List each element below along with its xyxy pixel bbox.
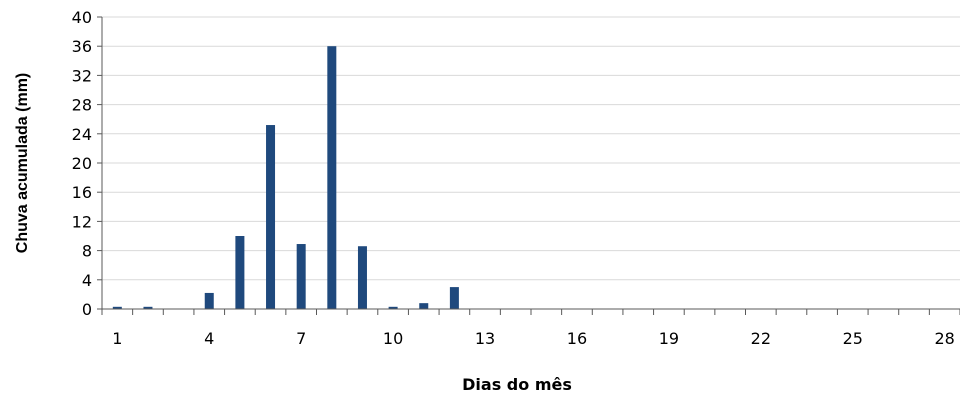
bar bbox=[143, 306, 153, 309]
y-axis-title: Chuva acumulada (mm) bbox=[14, 73, 31, 253]
bar bbox=[388, 306, 398, 309]
y-tick-label: 12 bbox=[72, 212, 92, 231]
bar bbox=[327, 46, 337, 309]
bar bbox=[419, 303, 429, 309]
x-tick-label: 1 bbox=[112, 329, 122, 348]
x-tick-label: 19 bbox=[659, 329, 679, 348]
y-tick-label: 16 bbox=[72, 183, 92, 202]
ticks-group: 0 4 8 12 16 20 24 28 32 36 40 1 4 7 10 13 16 19 22 25 28 bbox=[72, 8, 960, 348]
y-tick-label: 24 bbox=[72, 125, 92, 144]
y-tick-label: 20 bbox=[72, 154, 92, 173]
y-tick-label: 36 bbox=[72, 37, 92, 56]
bar bbox=[235, 236, 245, 309]
bar bbox=[449, 287, 459, 309]
x-tick-label: 22 bbox=[751, 329, 771, 348]
y-tick-label: 4 bbox=[82, 271, 92, 290]
x-tick-label: 4 bbox=[204, 329, 214, 348]
x-axis-title: Dias do mês bbox=[462, 375, 572, 393]
x-tick-label: 25 bbox=[843, 329, 863, 348]
x-tick-label: 28 bbox=[934, 329, 954, 348]
bar bbox=[357, 246, 367, 309]
bar bbox=[296, 244, 306, 309]
bar bbox=[266, 125, 276, 309]
y-tick-label: 40 bbox=[72, 8, 92, 27]
x-tick-label: 7 bbox=[296, 329, 306, 348]
x-tick-label: 10 bbox=[383, 329, 403, 348]
x-tick-label: 16 bbox=[567, 329, 587, 348]
bars-group bbox=[112, 46, 459, 309]
x-tick-label: 13 bbox=[475, 329, 495, 348]
bar bbox=[204, 292, 214, 309]
y-tick-label: 0 bbox=[82, 300, 92, 319]
gridlines bbox=[102, 16, 960, 281]
bar bbox=[112, 306, 122, 309]
y-tick-label: 28 bbox=[72, 96, 92, 115]
y-tick-label: 32 bbox=[72, 66, 92, 85]
y-tick-label: 8 bbox=[82, 242, 92, 261]
